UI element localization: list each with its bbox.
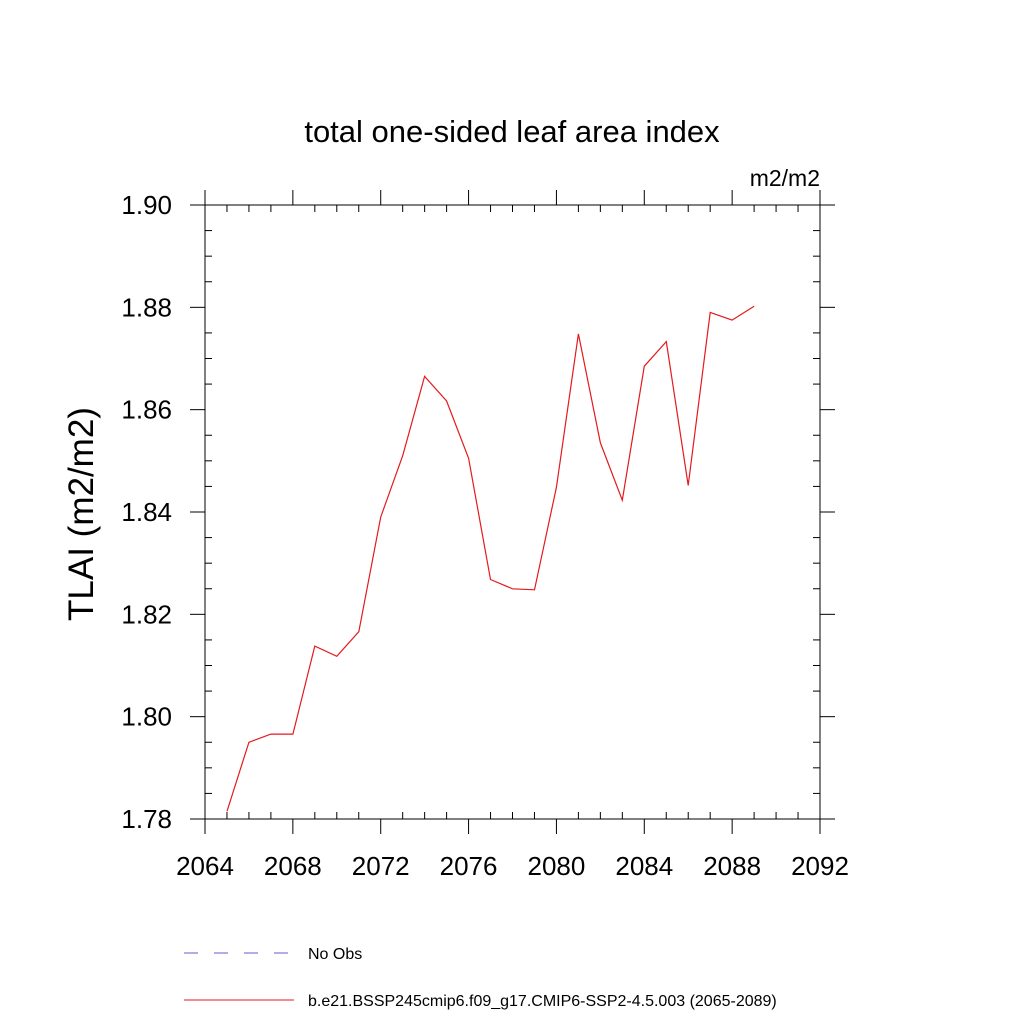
series-lines (226, 305, 755, 812)
units-label: m2/m2 (750, 165, 820, 191)
x-tick-label: 2092 (791, 851, 849, 881)
legend-item: No Obs (184, 946, 362, 963)
y-tick-label: 1.78 (121, 804, 172, 834)
y-axis-ticks (190, 204, 835, 820)
y-tick-label: 1.84 (121, 497, 172, 527)
legend-label: No Obs (308, 946, 362, 963)
series-line (226, 305, 755, 812)
y-axis-label: TLAI (m2/m2) (62, 407, 101, 621)
x-axis-ticks (204, 190, 821, 834)
legend-item: b.e21.BSSP245cmip6.f09_g17.CMIP6-SSP2-4.… (184, 993, 777, 1010)
y-tick-label: 1.86 (121, 395, 172, 425)
x-tick-label: 2080 (528, 851, 586, 881)
legend: No Obs b.e21.BSSP245cmip6.f09_g17.CMIP6-S… (184, 946, 777, 1010)
plot-frame (204, 204, 821, 820)
x-axis-tick-labels: 2064 2068 2072 2076 2080 2084 2088 2092 (176, 851, 849, 881)
y-tick-label: 1.90 (121, 190, 172, 220)
y-tick-label: 1.82 (121, 599, 172, 629)
legend-label: b.e21.BSSP245cmip6.f09_g17.CMIP6-SSP2-4.… (308, 993, 777, 1010)
chart-title: total one-sided leaf area index (304, 114, 720, 149)
x-tick-label: 2072 (352, 851, 410, 881)
y-tick-label: 1.88 (121, 292, 172, 322)
x-tick-label: 2076 (440, 851, 498, 881)
y-tick-label: 1.80 (121, 702, 172, 732)
x-tick-label: 2088 (703, 851, 761, 881)
y-axis-tick-labels: 1.78 1.80 1.82 1.84 1.86 1.88 1.90 (121, 190, 172, 834)
x-tick-label: 2068 (264, 851, 322, 881)
x-tick-label: 2084 (615, 851, 673, 881)
x-tick-label: 2064 (176, 851, 234, 881)
